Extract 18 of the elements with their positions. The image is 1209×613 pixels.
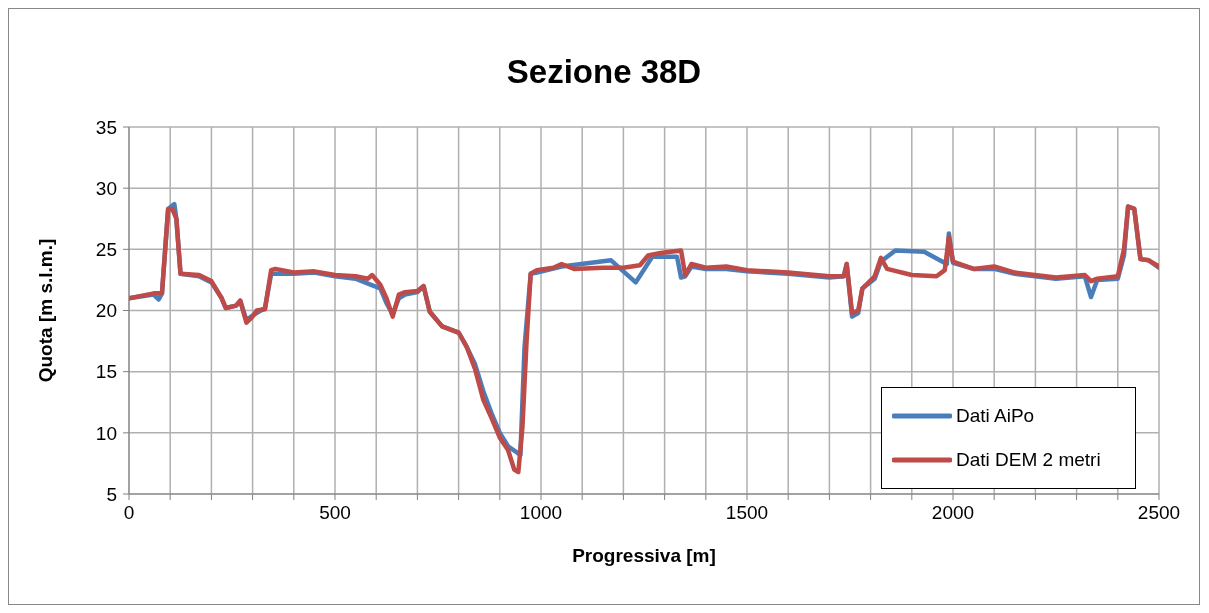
- y-tick-label: 5: [106, 483, 117, 505]
- legend-label: Dati AiPo: [956, 405, 1035, 427]
- x-tick-label: 1000: [519, 502, 563, 524]
- y-tick-label: 15: [95, 361, 117, 383]
- x-axis-title: Progressiva [m]: [572, 545, 716, 566]
- y-tick-label: 30: [95, 177, 117, 199]
- chart-title: Sezione 38D: [505, 53, 703, 91]
- y-tick-label: 10: [95, 422, 117, 444]
- legend-label: Dati DEM 2 metri: [956, 449, 1101, 471]
- y-axis-title: Quota [m s.l.m.]: [34, 238, 56, 383]
- y-tick-label: 20: [95, 300, 117, 322]
- x-tick-label: 1500: [725, 502, 769, 524]
- x-tick-label: 0: [123, 502, 135, 524]
- x-tick-label: 500: [319, 502, 351, 524]
- x-tick-label: 2500: [1137, 502, 1181, 524]
- y-tick-label: 25: [95, 239, 117, 261]
- y-tick-label: 35: [95, 116, 117, 138]
- x-tick-label: 2000: [931, 502, 975, 524]
